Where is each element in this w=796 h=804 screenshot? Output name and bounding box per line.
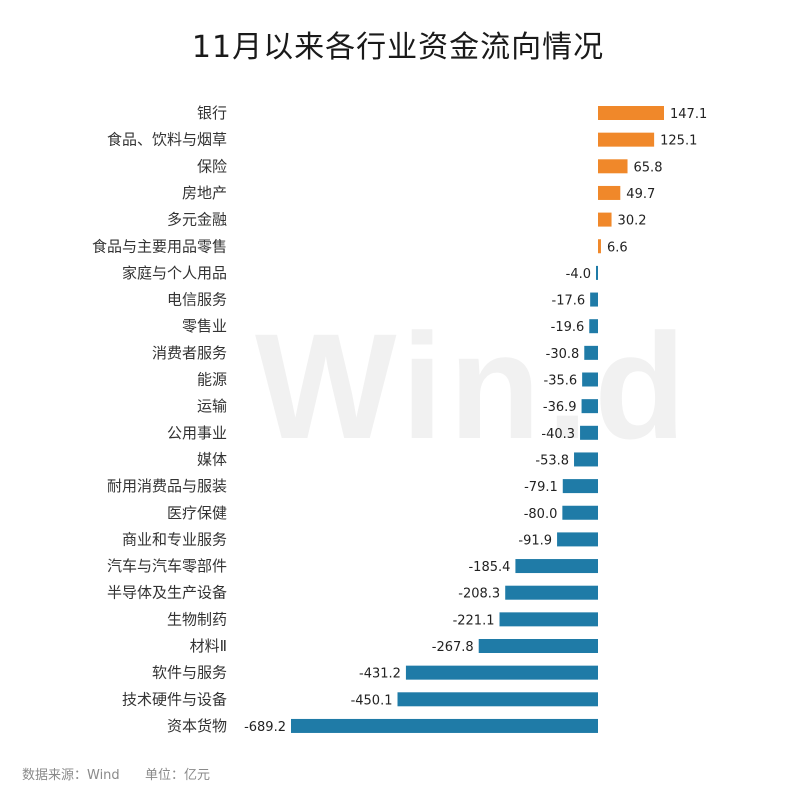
category-label: 运输 xyxy=(197,397,227,415)
category-label: 商业和专业服务 xyxy=(122,530,227,548)
category-label: 医疗保健 xyxy=(167,504,227,522)
value-label: 30.2 xyxy=(618,214,647,229)
bar xyxy=(590,292,598,307)
category-label: 食品、饮料与烟草 xyxy=(107,131,227,149)
bar xyxy=(291,718,598,733)
category-label: 家庭与个人用品 xyxy=(122,264,227,282)
bar xyxy=(397,692,598,707)
value-label: -450.1 xyxy=(351,693,393,708)
category-label: 技术硬件与设备 xyxy=(122,690,227,708)
bar xyxy=(478,639,598,653)
bar xyxy=(598,106,664,120)
bar xyxy=(584,345,598,360)
value-label: -185.4 xyxy=(468,560,510,575)
bar xyxy=(598,132,655,147)
value-label: 65.8 xyxy=(634,160,663,175)
value-label: -689.2 xyxy=(244,720,286,735)
category-label: 公用事业 xyxy=(167,424,227,442)
value-label: -79.1 xyxy=(524,480,558,495)
category-label: 媒体 xyxy=(197,450,227,468)
bar xyxy=(499,612,598,627)
category-label: 房地产 xyxy=(182,184,227,202)
chart-title: 11月以来各行业资金流向情况 xyxy=(191,30,605,65)
category-label: 银行 xyxy=(197,104,227,122)
category-label: 耐用消费品与服装 xyxy=(107,477,227,495)
category-label: 软件与服务 xyxy=(152,664,227,682)
value-label: -4.0 xyxy=(566,267,591,282)
bar xyxy=(405,665,598,680)
bar xyxy=(598,212,612,227)
value-label: -431.2 xyxy=(359,667,401,682)
watermark-logo: Win.d xyxy=(255,302,692,470)
category-label: 消费者服务 xyxy=(152,344,227,362)
value-label: -30.8 xyxy=(546,347,580,362)
value-label: -17.6 xyxy=(552,294,586,309)
category-label: 材料Ⅱ xyxy=(190,637,227,655)
value-label: 6.6 xyxy=(607,240,628,255)
bar xyxy=(581,399,598,414)
value-label: -267.8 xyxy=(432,640,474,655)
bar-chart: 银行 147.1 食品、饮料与烟草 125.1 保险 65.8 房地产 49.7 多元金融 30.… xyxy=(92,104,707,735)
bar xyxy=(589,319,598,334)
bar xyxy=(557,532,598,547)
category-label: 能源 xyxy=(197,371,227,389)
value-label: -80.0 xyxy=(524,507,558,522)
bar xyxy=(598,159,628,174)
value-label: -40.3 xyxy=(541,427,575,442)
category-label: 汽车与汽车零部件 xyxy=(107,557,227,575)
bar xyxy=(598,239,601,254)
value-label: -36.9 xyxy=(543,400,577,415)
bar xyxy=(515,559,598,574)
category-label: 资本货物 xyxy=(167,717,227,735)
unit-note: 单位：亿元 xyxy=(145,768,211,783)
bar xyxy=(598,185,621,200)
category-label: 食品与主要用品零售 xyxy=(92,237,227,255)
value-label: -91.9 xyxy=(518,533,552,548)
value-label: -221.1 xyxy=(453,613,495,628)
category-label: 多元金融 xyxy=(167,211,227,229)
value-label: -19.6 xyxy=(551,320,585,335)
value-label: -53.8 xyxy=(535,453,569,468)
value-label: 49.7 xyxy=(626,187,655,202)
bar xyxy=(562,505,598,520)
bar xyxy=(582,372,598,387)
value-label: 125.1 xyxy=(660,134,697,149)
category-label: 电信服务 xyxy=(167,291,227,309)
bar xyxy=(580,425,598,440)
category-label: 半导体及生产设备 xyxy=(107,584,227,602)
source-note: 数据来源：Wind xyxy=(22,768,120,783)
category-label: 零售业 xyxy=(182,317,227,335)
bar xyxy=(562,479,598,494)
bar xyxy=(505,585,598,600)
bar xyxy=(596,265,598,280)
value-label: -208.3 xyxy=(458,587,500,602)
value-label: -35.6 xyxy=(544,374,578,389)
category-label: 保险 xyxy=(197,157,227,175)
bar xyxy=(574,452,598,467)
category-label: 生物制药 xyxy=(167,610,227,628)
value-label: 147.1 xyxy=(670,107,707,122)
